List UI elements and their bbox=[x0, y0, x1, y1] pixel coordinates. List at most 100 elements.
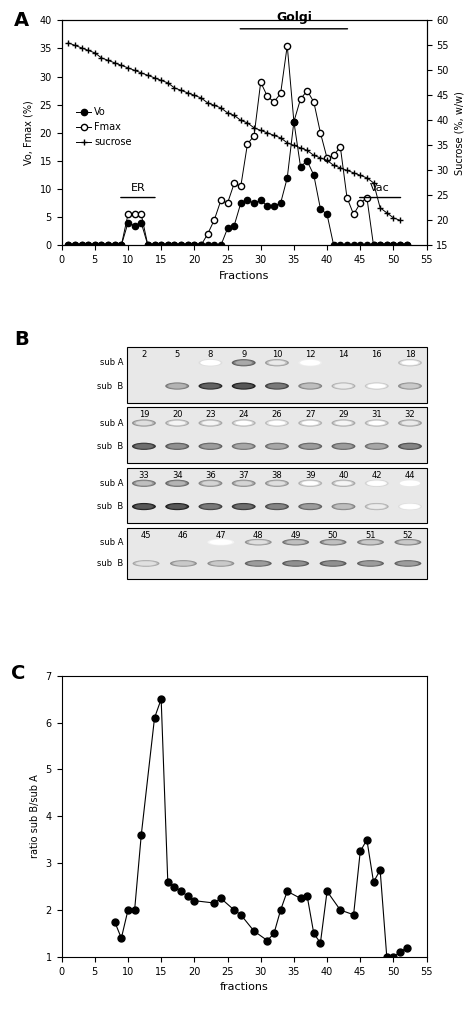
Ellipse shape bbox=[368, 384, 386, 388]
Ellipse shape bbox=[135, 444, 153, 449]
Text: 5: 5 bbox=[174, 350, 180, 359]
Bar bbox=[128, 467, 427, 523]
Ellipse shape bbox=[201, 384, 219, 388]
Ellipse shape bbox=[398, 383, 422, 390]
Text: 44: 44 bbox=[405, 470, 415, 479]
Ellipse shape bbox=[322, 540, 345, 545]
Ellipse shape bbox=[167, 383, 188, 389]
Ellipse shape bbox=[245, 539, 272, 546]
Text: sub A: sub A bbox=[100, 478, 124, 488]
Legend: Vo, Fmax, sucrose: Vo, Fmax, sucrose bbox=[73, 104, 136, 151]
Ellipse shape bbox=[136, 561, 156, 566]
Ellipse shape bbox=[359, 561, 383, 566]
Ellipse shape bbox=[165, 443, 189, 450]
Ellipse shape bbox=[333, 444, 354, 449]
Ellipse shape bbox=[300, 444, 321, 449]
Ellipse shape bbox=[400, 444, 420, 449]
Ellipse shape bbox=[269, 482, 285, 486]
Ellipse shape bbox=[267, 360, 287, 365]
Y-axis label: Vo, Fmax (%): Vo, Fmax (%) bbox=[24, 101, 34, 165]
Ellipse shape bbox=[169, 482, 186, 486]
Ellipse shape bbox=[401, 504, 419, 509]
Ellipse shape bbox=[333, 383, 354, 389]
Ellipse shape bbox=[265, 383, 289, 390]
Ellipse shape bbox=[248, 561, 268, 566]
Ellipse shape bbox=[201, 480, 220, 487]
Ellipse shape bbox=[207, 539, 234, 546]
Ellipse shape bbox=[366, 480, 387, 487]
Ellipse shape bbox=[165, 383, 189, 390]
Ellipse shape bbox=[366, 504, 387, 510]
Ellipse shape bbox=[201, 504, 219, 509]
Ellipse shape bbox=[232, 503, 255, 510]
X-axis label: fractions: fractions bbox=[220, 982, 268, 993]
Ellipse shape bbox=[207, 560, 234, 567]
Text: sub A: sub A bbox=[100, 418, 124, 428]
Ellipse shape bbox=[211, 541, 230, 545]
Ellipse shape bbox=[396, 561, 420, 566]
Ellipse shape bbox=[335, 482, 352, 486]
Bar bbox=[128, 528, 427, 578]
Ellipse shape bbox=[167, 444, 188, 449]
Ellipse shape bbox=[169, 420, 186, 426]
Ellipse shape bbox=[300, 480, 320, 487]
Ellipse shape bbox=[365, 419, 389, 427]
Ellipse shape bbox=[168, 504, 186, 509]
Ellipse shape bbox=[235, 384, 253, 388]
Text: 18: 18 bbox=[405, 350, 415, 359]
Ellipse shape bbox=[201, 444, 219, 449]
Text: B: B bbox=[14, 331, 29, 349]
Ellipse shape bbox=[285, 561, 306, 566]
Ellipse shape bbox=[331, 443, 356, 450]
Text: 42: 42 bbox=[372, 470, 382, 479]
Ellipse shape bbox=[173, 561, 194, 566]
Ellipse shape bbox=[267, 480, 287, 487]
Ellipse shape bbox=[232, 383, 255, 390]
Text: 8: 8 bbox=[208, 350, 213, 359]
Ellipse shape bbox=[233, 444, 254, 449]
Text: sub A: sub A bbox=[100, 538, 124, 547]
Ellipse shape bbox=[167, 504, 188, 510]
Text: 50: 50 bbox=[328, 531, 338, 540]
Ellipse shape bbox=[234, 480, 254, 487]
Ellipse shape bbox=[172, 561, 195, 566]
Ellipse shape bbox=[301, 384, 319, 388]
Text: 49: 49 bbox=[291, 531, 301, 540]
Text: 51: 51 bbox=[365, 531, 376, 540]
Text: 23: 23 bbox=[205, 410, 216, 419]
Text: 12: 12 bbox=[305, 350, 316, 359]
Ellipse shape bbox=[300, 504, 321, 510]
Text: 27: 27 bbox=[305, 410, 316, 419]
Ellipse shape bbox=[366, 383, 387, 389]
Text: 45: 45 bbox=[141, 531, 151, 540]
Ellipse shape bbox=[401, 360, 419, 364]
Ellipse shape bbox=[398, 561, 418, 566]
Ellipse shape bbox=[368, 420, 385, 426]
Ellipse shape bbox=[135, 504, 153, 509]
Ellipse shape bbox=[365, 383, 389, 390]
Text: 10: 10 bbox=[272, 350, 282, 359]
Text: Vac: Vac bbox=[370, 183, 390, 193]
Ellipse shape bbox=[301, 444, 319, 449]
Ellipse shape bbox=[333, 480, 354, 487]
Ellipse shape bbox=[133, 444, 155, 449]
Y-axis label: Sucrose (%, w/w): Sucrose (%, w/w) bbox=[455, 91, 465, 175]
Text: 9: 9 bbox=[241, 350, 246, 359]
Ellipse shape bbox=[400, 480, 420, 487]
Ellipse shape bbox=[300, 360, 320, 365]
Ellipse shape bbox=[268, 384, 286, 388]
Text: 19: 19 bbox=[139, 410, 149, 419]
Ellipse shape bbox=[202, 360, 219, 364]
Text: 47: 47 bbox=[216, 531, 226, 540]
Ellipse shape bbox=[232, 419, 255, 427]
Text: sub  B: sub B bbox=[98, 442, 124, 451]
Ellipse shape bbox=[300, 420, 320, 426]
Ellipse shape bbox=[235, 504, 253, 509]
Ellipse shape bbox=[209, 561, 233, 566]
Ellipse shape bbox=[210, 561, 231, 566]
Ellipse shape bbox=[331, 479, 356, 487]
Text: ER: ER bbox=[130, 183, 146, 193]
Ellipse shape bbox=[331, 383, 356, 390]
Ellipse shape bbox=[132, 479, 156, 487]
Text: 48: 48 bbox=[253, 531, 264, 540]
